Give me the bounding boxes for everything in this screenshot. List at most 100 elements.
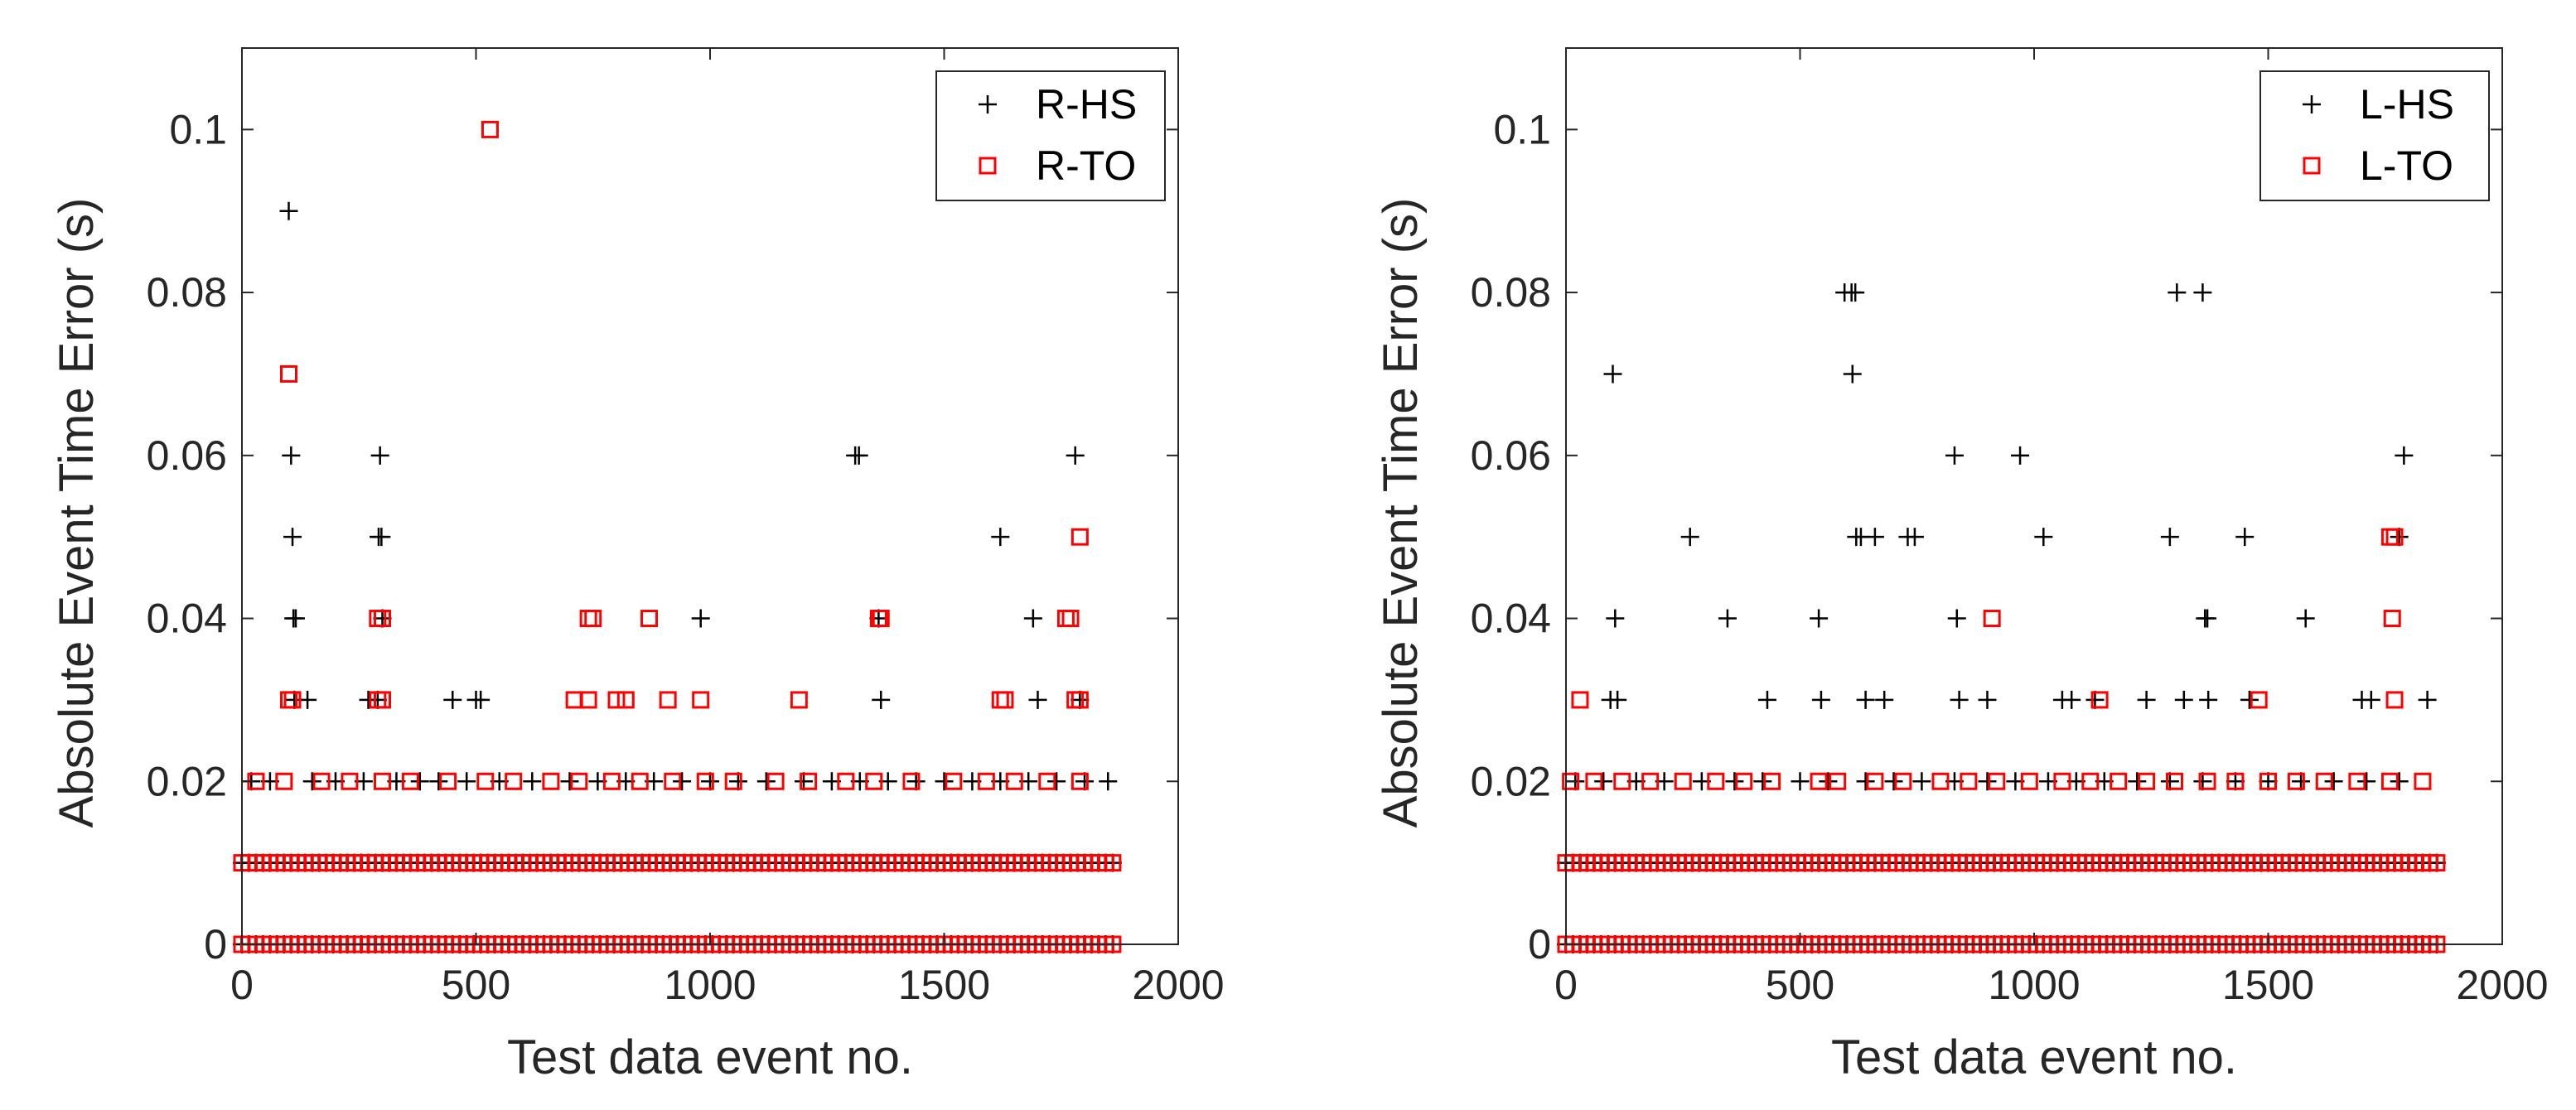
r-hs-point: [283, 528, 302, 547]
l-hs-point: [1945, 446, 1964, 465]
r-hs-point: [1028, 690, 1047, 709]
r-to-point: [1056, 610, 1075, 628]
l-to-point: [1585, 772, 1603, 790]
r-to-point: [865, 772, 883, 790]
left-legend: R-HS R-TO: [935, 70, 1166, 201]
r-to-point: [872, 610, 890, 628]
l-to-point: [1810, 772, 1828, 790]
r-to-point: [977, 772, 995, 790]
r-hs-point: [673, 772, 692, 791]
l-to-point: [2385, 528, 2404, 546]
r-hs-point: [991, 528, 1010, 547]
l-to-point: [1960, 772, 1978, 790]
right-legend-hs-label: L-HS: [2360, 81, 2454, 128]
l-to-point: [1562, 772, 1580, 790]
right-legend-plus-symbol: [2303, 95, 2321, 113]
l-hs-point: [2198, 609, 2217, 628]
l-hs-point: [2011, 446, 2030, 465]
r-to-point: [579, 691, 597, 709]
right-y-tick-label: 0.1: [1493, 106, 1551, 152]
l-to-point: [2287, 772, 2305, 790]
r-hs-point: [1071, 690, 1090, 709]
l-hs-point: [2390, 772, 2409, 791]
r-to-point: [991, 691, 1009, 709]
r-to-point: [640, 610, 659, 628]
l-hs-point: [1606, 609, 1625, 628]
r-to-point: [505, 772, 523, 790]
l-hs-point: [1875, 690, 1894, 709]
l-hs-point: [1753, 772, 1772, 791]
r-hs-point: [286, 609, 305, 628]
r-to-point: [616, 691, 635, 709]
r-to-point: [1071, 772, 1089, 790]
r-hs-point: [471, 690, 491, 709]
left-legend-hs-marker: [979, 95, 997, 113]
right-legend-square-symbol: [2303, 157, 2321, 175]
l-to-point: [1641, 772, 1660, 790]
left-x-tick-label: 2000: [1132, 962, 1224, 1008]
l-to-point: [1735, 772, 1753, 790]
l-hs-point: [2361, 690, 2380, 709]
l-hs-point: [2240, 690, 2259, 709]
l-hs-point: [2193, 283, 2212, 302]
l-to-point: [2081, 772, 2100, 790]
right-x-tick-label: 0: [1554, 962, 1578, 1008]
l-hs-point: [1865, 528, 1884, 547]
l-hs-point: [1594, 772, 1613, 791]
left-y-tick-label: 0.1: [169, 106, 227, 152]
r-to-point: [996, 691, 1014, 709]
r-hs-point: [1075, 772, 1094, 791]
r-hs-point: [443, 690, 462, 709]
r-to-point: [542, 772, 560, 790]
right-legend: L-HS L-TO: [2259, 70, 2490, 201]
left-chart: 0 0.02 0.04 0.06 0.08 0.1 0 500 1000 1500 2000 Tes…: [50, 47, 1225, 1084]
r-to-band-point: [1104, 854, 1122, 872]
l-hs-point: [1912, 772, 1931, 791]
l-to-point: [2110, 772, 2128, 790]
right-chart-marks: [1557, 283, 2446, 953]
r-hs-point: [372, 528, 391, 547]
r-to-point: [565, 691, 583, 709]
l-hs-point: [2296, 609, 2315, 628]
r-hs-point: [1023, 609, 1042, 628]
l-hs-point: [2418, 690, 2437, 709]
r-hs-point: [282, 446, 301, 465]
l-hs-point: [2226, 772, 2245, 791]
left-x-axis-label: Test data event no.: [507, 1030, 913, 1084]
r-hs-point: [756, 772, 776, 791]
r-hs-point: [560, 772, 579, 791]
l-hs-point: [2235, 528, 2255, 547]
l-to-point: [2259, 772, 2277, 790]
l-hs-point: [2193, 772, 2212, 791]
r-hs-point: [1099, 772, 1118, 791]
left-x-tick-label: 1000: [664, 962, 756, 1008]
l-to-point: [1674, 772, 1692, 790]
l-to-point: [2250, 691, 2268, 709]
r-to-point: [837, 772, 855, 790]
l-hs-point: [1725, 772, 1744, 791]
r-hs-point: [429, 772, 448, 791]
right-x-tick-label: 500: [1766, 962, 1834, 1008]
right-x-tick-label: 2000: [2456, 962, 2548, 1008]
l-to-point: [2414, 772, 2432, 790]
l-hs-point: [1856, 772, 1875, 791]
l-hs-point: [2324, 772, 2343, 791]
l-hs-point: [1846, 283, 1865, 302]
l-hs-point: [2390, 528, 2409, 547]
l-to-point: [2090, 691, 2109, 709]
r-hs-point: [298, 690, 317, 709]
left-chart-ticks: 0 0.02 0.04 0.06 0.08 0.1 0 500 1000 1500 2000: [147, 48, 1225, 1008]
r-to-point: [1071, 691, 1089, 709]
l-hs-point: [2174, 690, 2193, 709]
l-hs-point: [1811, 690, 1830, 709]
r-to-point: [374, 772, 391, 790]
r-to-point: [481, 120, 499, 138]
r-hs-point: [728, 772, 747, 791]
l-hs-point: [1843, 364, 1862, 384]
right-chart: 0 0.02 0.04 0.06 0.08 0.1 0 500 1000 1500 2000 Tes…: [1374, 47, 2549, 1084]
r-to-point: [692, 691, 710, 709]
r-hs-point: [279, 201, 298, 220]
r-hs-point: [302, 772, 321, 791]
r-to-point: [476, 772, 495, 790]
r-to-point: [1061, 610, 1080, 628]
